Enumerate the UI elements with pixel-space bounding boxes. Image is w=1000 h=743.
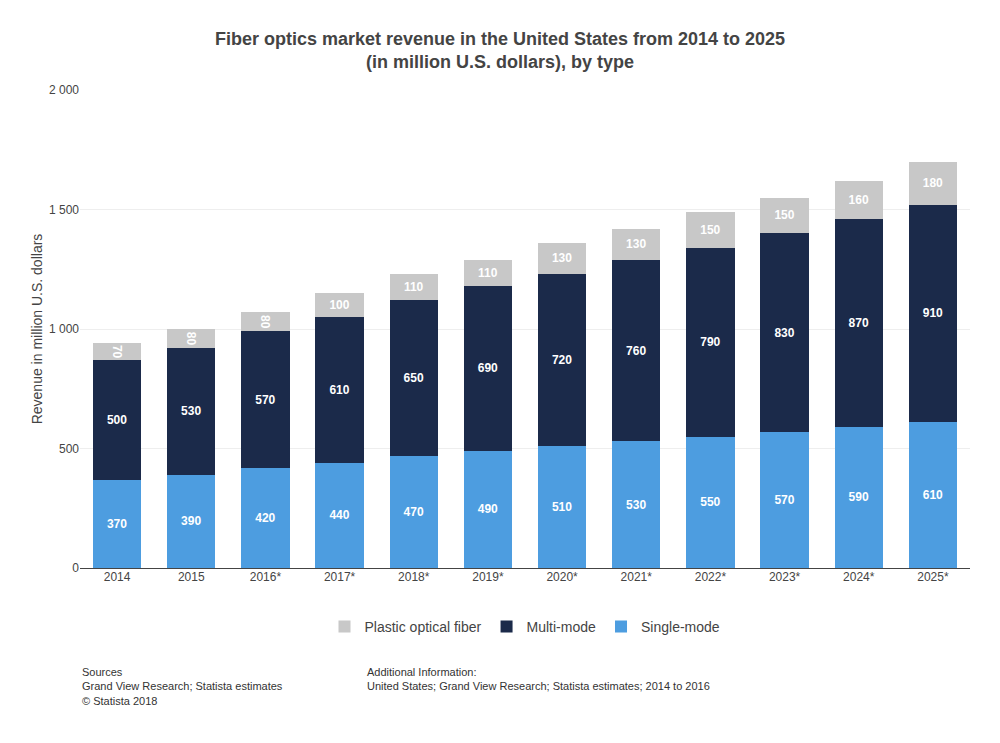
svg-text:550: 550 (700, 495, 720, 509)
svg-text:Multi-mode: Multi-mode (527, 619, 596, 635)
svg-text:2014: 2014 (104, 570, 131, 584)
svg-text:80: 80 (184, 332, 198, 346)
svg-text:530: 530 (626, 498, 646, 512)
svg-text:760: 760 (626, 344, 646, 358)
svg-text:0: 0 (72, 561, 79, 575)
svg-text:370: 370 (107, 517, 127, 531)
svg-text:830: 830 (774, 326, 794, 340)
svg-text:2020*: 2020* (546, 570, 578, 584)
svg-text:130: 130 (552, 251, 572, 265)
svg-text:570: 570 (774, 493, 794, 507)
svg-text:420: 420 (255, 511, 275, 525)
svg-text:570: 570 (255, 393, 275, 407)
svg-text:2018*: 2018* (398, 570, 430, 584)
svg-text:Single-mode: Single-mode (641, 619, 720, 635)
svg-text:2017*: 2017* (324, 570, 356, 584)
svg-text:490: 490 (478, 502, 498, 516)
svg-text:2016*: 2016* (250, 570, 282, 584)
svg-text:Additional Information:United: Additional Information:United States; Gr… (367, 666, 710, 692)
svg-text:610: 610 (923, 488, 943, 502)
svg-text:720: 720 (552, 353, 572, 367)
svg-text:510: 510 (552, 500, 572, 514)
svg-text:1 500: 1 500 (49, 203, 79, 217)
svg-text:870: 870 (849, 316, 869, 330)
svg-text:470: 470 (404, 505, 424, 519)
svg-text:500: 500 (59, 442, 79, 456)
svg-text:590: 590 (849, 490, 869, 504)
svg-text:180: 180 (923, 176, 943, 190)
svg-text:Revenue in million U.S. dollar: Revenue in million U.S. dollars (29, 234, 45, 425)
svg-text:100: 100 (329, 298, 349, 312)
svg-text:2019*: 2019* (472, 570, 504, 584)
svg-text:130: 130 (626, 237, 646, 251)
svg-text:2021*: 2021* (621, 570, 653, 584)
svg-text:110: 110 (478, 266, 498, 280)
svg-text:910: 910 (923, 306, 943, 320)
svg-text:790: 790 (700, 335, 720, 349)
svg-text:1 000: 1 000 (49, 322, 79, 336)
svg-text:2025*: 2025* (917, 570, 949, 584)
svg-text:160: 160 (849, 193, 869, 207)
svg-text:2 000: 2 000 (49, 83, 79, 97)
svg-text:Fiber optics market revenue in: Fiber optics market revenue in the Unite… (215, 29, 785, 72)
svg-text:610: 610 (329, 383, 349, 397)
svg-text:500: 500 (107, 413, 127, 427)
svg-text:390: 390 (181, 514, 201, 528)
svg-text:150: 150 (774, 208, 794, 222)
svg-text:2023*: 2023* (769, 570, 801, 584)
svg-text:2022*: 2022* (695, 570, 727, 584)
svg-text:650: 650 (404, 371, 424, 385)
svg-text:150: 150 (700, 223, 720, 237)
svg-text:Plastic optical fiber: Plastic optical fiber (365, 619, 482, 635)
svg-text:2015: 2015 (178, 570, 205, 584)
svg-text:2024*: 2024* (843, 570, 875, 584)
svg-text:110: 110 (404, 280, 424, 294)
svg-text:70: 70 (110, 345, 124, 359)
svg-text:690: 690 (478, 361, 498, 375)
svg-text:440: 440 (329, 508, 349, 522)
svg-text:80: 80 (258, 315, 272, 329)
svg-text:530: 530 (181, 404, 201, 418)
svg-text:SourcesGrand View Research; St: SourcesGrand View Research; Statista est… (82, 666, 283, 707)
